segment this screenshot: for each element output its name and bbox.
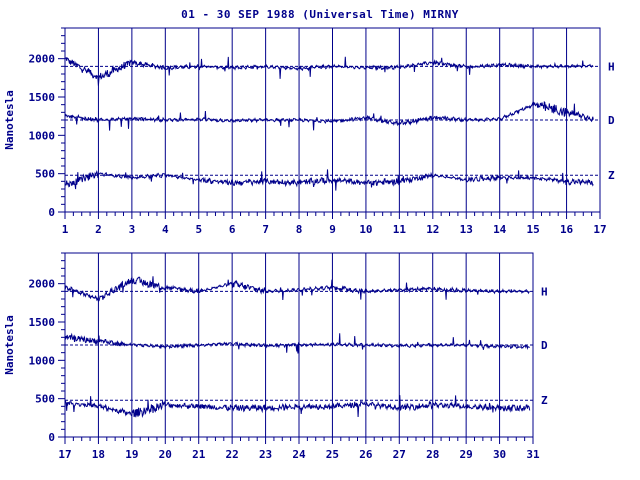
x-tick-label: 8	[296, 223, 303, 236]
x-tick-label: 2	[95, 223, 102, 236]
x-tick-label: 21	[192, 448, 206, 461]
series-label-h: H	[541, 285, 548, 298]
trace-h	[65, 56, 594, 86]
series-label-z: Z	[541, 394, 548, 407]
x-tick-label: 24	[292, 448, 306, 461]
x-tick-label: 31	[526, 448, 540, 461]
series-label-h: H	[608, 60, 615, 73]
x-tick-label: 23	[259, 448, 272, 461]
x-tick-label: 15	[527, 223, 540, 236]
y-tick-label: 0	[48, 431, 55, 444]
x-tick-label: 1	[62, 223, 69, 236]
series-label-d: D	[541, 339, 548, 352]
x-tick-label: 25	[326, 448, 339, 461]
x-tick-label: 20	[159, 448, 172, 461]
x-tick-label: 22	[226, 448, 239, 461]
y-tick-label: 500	[35, 168, 55, 181]
x-tick-label: 19	[125, 448, 138, 461]
x-tick-label: 30	[493, 448, 506, 461]
y-tick-label: 2000	[29, 278, 56, 291]
x-tick-label: 18	[92, 448, 105, 461]
x-tick-label: 26	[359, 448, 373, 461]
y-axis-label: Nanotesla	[3, 90, 16, 150]
x-tick-label: 13	[460, 223, 473, 236]
x-tick-label: 27	[393, 448, 406, 461]
x-tick-label: 6	[229, 223, 236, 236]
chart-title: 01 - 30 SEP 1988 (Universal Time) MIRNY	[181, 8, 459, 21]
y-tick-label: 1500	[29, 91, 56, 104]
x-tick-label: 10	[359, 223, 372, 236]
series-label-z: Z	[608, 169, 615, 182]
x-tick-label: 3	[129, 223, 136, 236]
trace-d	[64, 101, 594, 131]
x-tick-label: 16	[560, 223, 574, 236]
y-tick-label: 500	[35, 393, 55, 406]
x-tick-label: 11	[393, 223, 407, 236]
trace-h	[64, 276, 530, 303]
y-tick-label: 2000	[29, 53, 56, 66]
y-tick-label: 1000	[29, 129, 56, 142]
x-tick-label: 5	[195, 223, 202, 236]
y-tick-label: 1500	[29, 316, 56, 329]
trace-z	[64, 169, 594, 191]
x-tick-label: 29	[460, 448, 473, 461]
x-tick-label: 28	[426, 448, 439, 461]
y-tick-label: 0	[48, 206, 55, 219]
x-tick-label: 9	[329, 223, 336, 236]
x-tick-label: 12	[426, 223, 439, 236]
series-label-d: D	[608, 114, 615, 127]
y-axis-label: Nanotesla	[3, 315, 16, 375]
trace-d	[64, 332, 530, 354]
x-tick-label: 4	[162, 223, 169, 236]
y-tick-label: 1000	[29, 354, 56, 367]
x-tick-label: 7	[262, 223, 269, 236]
trace-z	[64, 395, 531, 418]
x-tick-label: 17	[593, 223, 606, 236]
x-tick-label: 17	[58, 448, 71, 461]
x-tick-label: 14	[493, 223, 507, 236]
